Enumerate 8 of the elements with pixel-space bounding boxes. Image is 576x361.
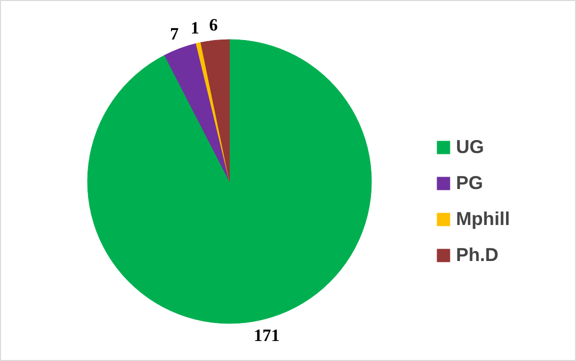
legend-label: Ph.D: [456, 244, 498, 266]
data-label: 6: [209, 15, 218, 34]
legend-label: UG: [456, 136, 484, 158]
data-label: 171: [254, 326, 280, 346]
legend-label: PG: [456, 172, 483, 194]
data-label: 7: [170, 24, 180, 44]
legend-label: Mphill: [456, 208, 510, 230]
data-label: 1: [190, 18, 200, 38]
